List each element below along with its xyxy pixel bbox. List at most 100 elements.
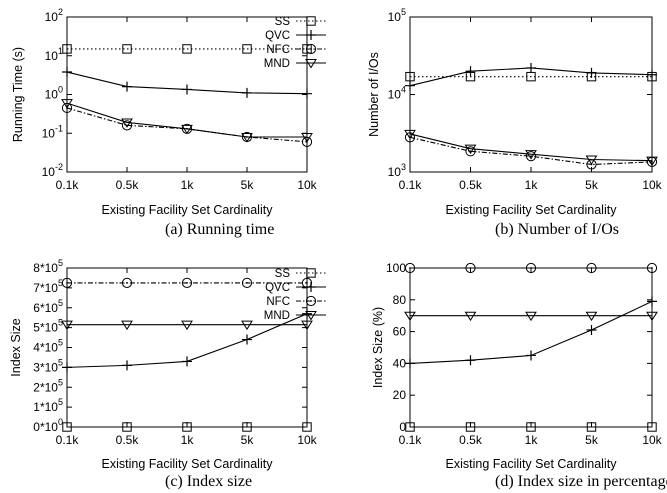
- series-ss: [62, 44, 312, 54]
- series-mnd: [61, 320, 313, 331]
- legend-label: QVC: [265, 282, 290, 294]
- data-point: [62, 362, 72, 373]
- legend-marker: [306, 16, 316, 26]
- data-point: [182, 422, 192, 432]
- data-point: [182, 84, 192, 95]
- legend: SS QVC NFC MND: [264, 16, 326, 70]
- plot-frame: [409, 16, 653, 173]
- legend-marker: [305, 43, 317, 55]
- y-tick-label: 101: [45, 46, 63, 63]
- data-point: [404, 262, 416, 274]
- x-tick-label: 0.1k: [56, 433, 80, 447]
- series-ss: [405, 422, 657, 432]
- legend-label: NFC: [266, 44, 290, 56]
- data-point: [242, 44, 252, 54]
- data-point: [62, 422, 72, 432]
- y-tick-label: 0*100: [33, 417, 63, 434]
- legend-marker: [305, 295, 317, 307]
- data-point: [525, 150, 537, 160]
- x-tick-label: 1k: [525, 433, 539, 447]
- data-point: [586, 422, 597, 432]
- data-point: [122, 44, 132, 54]
- series-qvc: [405, 296, 657, 369]
- y-tick-label: 105: [388, 7, 406, 24]
- data-point: [405, 358, 415, 369]
- y-tick-label: 6*105: [33, 298, 63, 315]
- chart-b: 103 104 105 0.1k 0.5k 1k 5k 10k Existing Facilit…: [367, 7, 663, 238]
- data-point: [526, 350, 536, 361]
- y-tick-label: 2*105: [33, 377, 63, 394]
- data-point: [646, 262, 658, 274]
- legend-label: QVC: [265, 30, 290, 42]
- x-tick-label: 10k: [642, 433, 662, 447]
- x-tick-label: 0.5k: [116, 433, 140, 447]
- data-point: [647, 296, 657, 307]
- data-point: [525, 151, 537, 162]
- x-tick-label: 0.1k: [56, 178, 80, 192]
- series-qvc: [405, 62, 657, 91]
- x-tick-label: 0.1k: [399, 433, 423, 447]
- data-point: [585, 155, 598, 165]
- data-point: [404, 311, 416, 322]
- data-point: [586, 262, 597, 274]
- series-nfc: [61, 277, 313, 289]
- series-line: [409, 133, 653, 162]
- data-point: [526, 422, 536, 432]
- x-tick-label: 0.5k: [459, 433, 483, 447]
- y-tick-label: 40: [393, 356, 407, 370]
- x-tick-label: 5k: [585, 433, 599, 447]
- y-tick-label: 7*105: [33, 278, 63, 295]
- data-point: [586, 67, 597, 78]
- data-point: [242, 87, 252, 98]
- y-tick-label: 100: [386, 261, 406, 275]
- chart-caption: (a) Running time: [165, 221, 274, 238]
- x-tick-label: 5k: [585, 178, 599, 192]
- data-point: [241, 133, 253, 143]
- chart-a: 10-2 10-1 100 101 102 0.1k 0.5k 1k 5k 10k Existing…: [11, 7, 326, 238]
- legend-label: MND: [264, 310, 290, 322]
- y-tick-label: 10-1: [42, 123, 63, 140]
- data-point: [647, 422, 657, 432]
- x-axis-label: Existing Facility Set Cardinality: [446, 203, 618, 217]
- chart-caption: (d) Index size in percentage: [495, 473, 667, 490]
- data-point: [181, 277, 193, 289]
- x-tick-label: 1k: [181, 178, 195, 192]
- series-mnd: [61, 99, 313, 143]
- chart-caption: (b) Number of I/Os: [495, 221, 619, 238]
- y-tick-label: 60: [393, 325, 407, 339]
- data-point: [61, 277, 73, 289]
- x-axis-label: Existing Facility Set Cardinality: [102, 457, 274, 471]
- series-line: [66, 102, 307, 138]
- x-tick-label: 0.5k: [116, 178, 140, 192]
- data-point: [122, 360, 132, 371]
- plot-frame: [409, 267, 653, 428]
- data-point: [646, 156, 658, 167]
- x-tick-label: 10k: [642, 178, 662, 192]
- y-tick-label: 5*105: [33, 318, 63, 335]
- y-axis-label: Number of I/Os: [367, 52, 381, 137]
- data-point: [182, 356, 192, 367]
- data-point: [121, 320, 133, 331]
- x-axis-label: Existing Facility Set Cardinality: [446, 457, 618, 471]
- y-axis-label: Index Size (%): [371, 307, 385, 388]
- data-point: [61, 320, 73, 331]
- data-point: [62, 44, 72, 54]
- y-axis-label: Index Size: [9, 318, 23, 376]
- data-point: [525, 311, 537, 322]
- y-tick-label: 103: [388, 162, 406, 179]
- y-tick-label: 102: [45, 7, 63, 24]
- data-point: [465, 262, 476, 274]
- data-point: [464, 311, 477, 322]
- data-point: [404, 129, 416, 140]
- data-point: [181, 124, 193, 135]
- legend-marker: [306, 30, 316, 40]
- x-tick-label: 1k: [181, 433, 195, 447]
- legend-label: SS: [275, 268, 291, 280]
- data-point: [241, 277, 253, 289]
- data-point: [646, 311, 658, 322]
- data-point: [465, 66, 476, 77]
- series-nfc: [404, 262, 658, 274]
- x-axis-label: Existing Facility Set Cardinality: [102, 203, 274, 217]
- y-axis-label: Running Time (s): [11, 47, 25, 142]
